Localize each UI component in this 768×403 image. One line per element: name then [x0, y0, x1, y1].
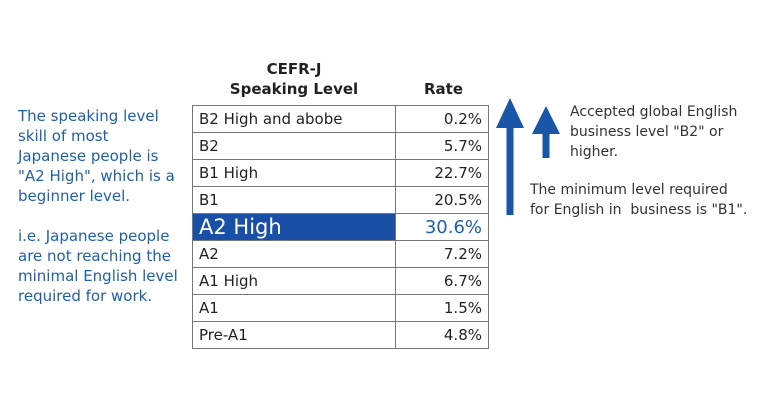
rate-cell: 5.7% — [395, 132, 489, 160]
table-row: B1 20.5% — [192, 186, 489, 214]
annotation-line: business level "B2" or — [570, 124, 724, 140]
level-cell: A1 — [192, 294, 396, 322]
rate-cell: 22.7% — [395, 159, 489, 187]
annotation-line: for English in business is "B1". — [530, 202, 748, 218]
rate-cell: 0.2% — [395, 105, 489, 133]
level-cell: B1 High — [192, 159, 396, 187]
long-arrow-head — [496, 98, 524, 128]
annotation-line: higher. — [570, 144, 619, 160]
annotation-line: The minimum level required — [530, 182, 728, 198]
column-header: CEFR-J — [266, 60, 322, 78]
rate-cell: 20.5% — [395, 186, 489, 214]
table-row: B2 5.7% — [192, 132, 489, 160]
level-cell: B2 High and abobe — [192, 105, 396, 133]
note-line: i.e. Japanese people — [18, 227, 170, 245]
rate-cell: 1.5% — [395, 294, 489, 322]
note-line: The speaking level — [18, 107, 159, 125]
table-row: A1 1.5% — [192, 294, 489, 322]
column-header: Rate — [423, 80, 464, 98]
level-cell: B2 — [192, 132, 396, 160]
table: B2 High and abobe 0.2% B2 5.7% B1 High 22.7% B… — [192, 105, 489, 349]
table-row: A2 High 30.6% — [192, 213, 489, 241]
note-line: skill of most — [18, 127, 109, 145]
note-line: Japanese people is — [18, 147, 159, 165]
note-line: are not reaching the — [18, 247, 171, 265]
note-line: "A2 High", which is a — [18, 167, 175, 185]
note-line: required for work. — [18, 287, 153, 305]
rate-cell: 6.7% — [395, 267, 489, 295]
rate-cell: 4.8% — [395, 321, 489, 349]
table-row: A1 High 6.7% — [192, 267, 489, 295]
arrows — [496, 98, 560, 215]
short-arrow-head — [532, 106, 560, 134]
rate-cell: 7.2% — [395, 240, 489, 268]
table-row: Pre-A1 4.8% — [192, 321, 489, 349]
annotation-line: Accepted global English — [570, 104, 738, 120]
note-line: minimal English level — [18, 267, 178, 285]
level-cell: A2 — [192, 240, 396, 268]
level-cell: A2 High — [192, 213, 396, 241]
column-header: Speaking Level — [229, 80, 359, 98]
level-cell: A1 High — [192, 267, 396, 295]
note-line: beginner level. — [18, 187, 131, 205]
table-row: B2 High and abobe 0.2% — [192, 105, 489, 133]
table-row: A2 7.2% — [192, 240, 489, 268]
level-cell: B1 — [192, 186, 396, 214]
table-row: B1 High 22.7% — [192, 159, 489, 187]
rate-cell: 30.6% — [395, 213, 489, 241]
level-cell: Pre-A1 — [192, 321, 396, 349]
